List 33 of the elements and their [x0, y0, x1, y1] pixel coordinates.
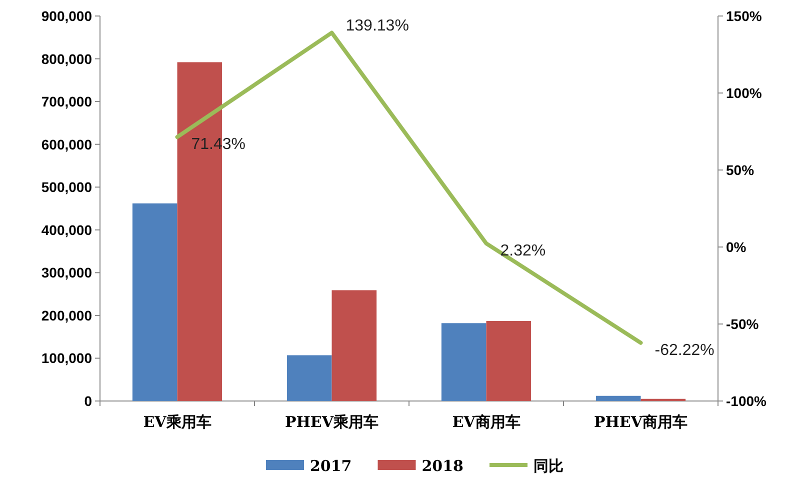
y2-tick-label: 0%	[726, 239, 747, 255]
y2-tick-label: 100%	[726, 85, 762, 101]
data-label: -62.22%	[654, 342, 714, 359]
y2-tick-label: -100%	[726, 393, 768, 409]
bar	[132, 203, 178, 401]
line-series	[175, 30, 643, 345]
y2-tick-label: 50%	[726, 162, 755, 178]
legend-label: 2018	[422, 457, 464, 475]
data-label: 139.13%	[346, 18, 409, 35]
y-tick-label: 500,000	[41, 179, 92, 196]
y2-tick-label: 150%	[726, 8, 762, 24]
y-tick-label: 300,000	[41, 264, 92, 281]
bar	[286, 355, 332, 401]
x-tick-label: PHEV商用车	[594, 413, 688, 431]
bar	[441, 323, 486, 401]
y-tick-label: 700,000	[41, 94, 92, 110]
y-tick-label: 0	[84, 393, 92, 409]
data-label: 2.32%	[500, 242, 546, 260]
y-tick-label: 600,000	[41, 136, 92, 152]
y2-tick-label: -50%	[726, 316, 760, 332]
y-tick-label: 100,000	[41, 350, 92, 366]
bar	[486, 321, 532, 401]
bar	[332, 290, 377, 401]
bar	[596, 396, 641, 401]
y-tick-label: 900,000	[41, 8, 92, 24]
legend-label: 2017	[310, 457, 352, 475]
y-tick-label: 200,000	[41, 307, 92, 324]
x-tick-label: PHEV乘用车	[284, 413, 379, 431]
y-tick-label: 400,000	[41, 222, 92, 238]
y-tick-label: 800,000	[41, 50, 92, 67]
x-tick-label: EV商用车	[452, 413, 520, 431]
legend-label: 同比	[534, 457, 564, 475]
x-tick-label: EV乘用车	[143, 413, 212, 431]
